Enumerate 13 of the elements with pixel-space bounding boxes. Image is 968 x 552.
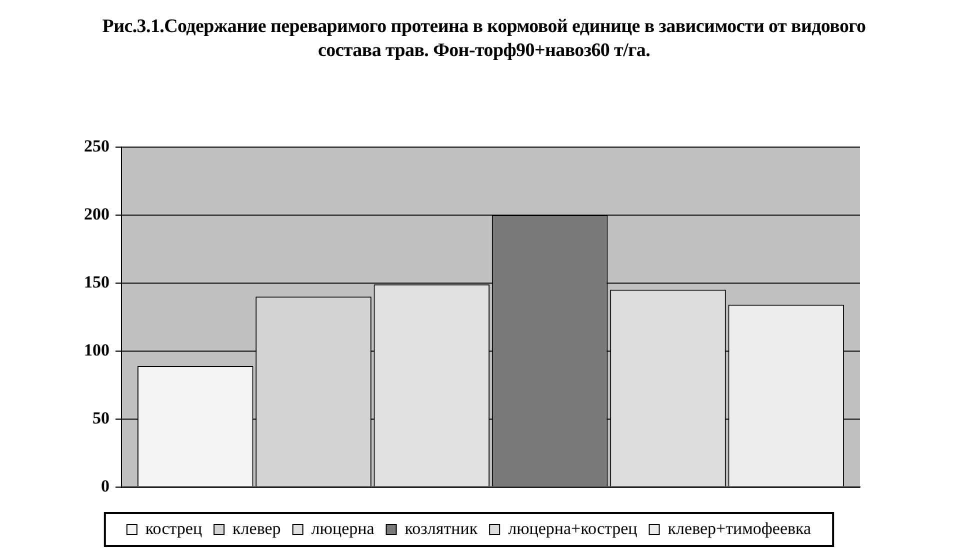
legend-label: клевер+тимофеевка bbox=[668, 518, 812, 538]
legend-label: кострец bbox=[145, 518, 202, 538]
y-tick-label: 150 bbox=[84, 272, 110, 292]
legend-label: люцерна bbox=[311, 518, 375, 538]
y-tick-label: 100 bbox=[84, 340, 110, 360]
legend-label: люцерна+кострец bbox=[508, 518, 638, 538]
chart-title: Рис.3.1.Содержание переваримого протеина в кормовой единице в зависимости от видового состава трав. Фон-торф90+навоз60 т/га. bbox=[102, 15, 866, 63]
y-tick-label: 0 bbox=[101, 476, 110, 496]
legend-label: козлятник bbox=[404, 518, 478, 538]
y-tick-label: 50 bbox=[92, 408, 110, 428]
y-tick-label: 200 bbox=[84, 204, 110, 224]
legend-label: клевер bbox=[232, 518, 281, 538]
y-tick-label: 250 bbox=[84, 136, 110, 156]
